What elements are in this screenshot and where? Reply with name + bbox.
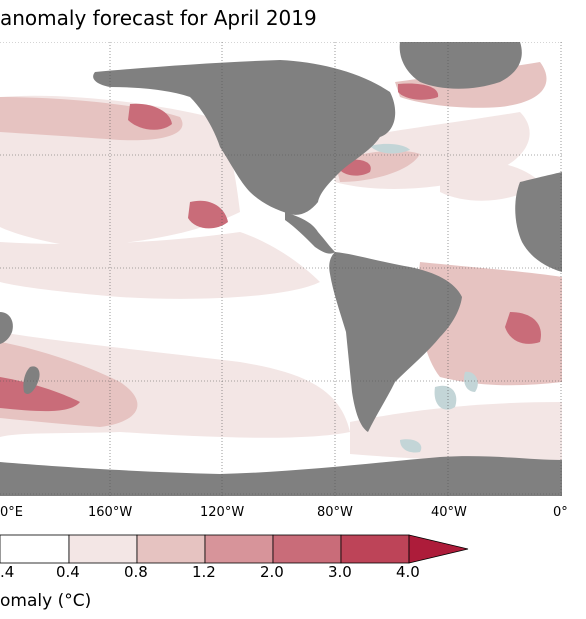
negative-patch-south bbox=[400, 439, 422, 453]
land-greenland bbox=[399, 42, 522, 89]
colorbar-tick-label: 3.0 bbox=[328, 563, 352, 581]
colorbar-segment bbox=[0, 534, 70, 564]
negative-patch-atlantic bbox=[434, 385, 457, 410]
land-africa bbox=[515, 172, 562, 272]
land-masses bbox=[0, 42, 562, 496]
x-tick-label: 120°W bbox=[200, 505, 245, 520]
land-central-america bbox=[285, 212, 335, 254]
anomaly-labrador-core bbox=[398, 83, 439, 100]
anomaly-central-pacific bbox=[0, 232, 320, 299]
negative-anomaly-patches bbox=[370, 143, 478, 453]
x-tick-label: 40°W bbox=[431, 505, 467, 520]
map-canvas bbox=[0, 42, 562, 496]
land-new-zealand bbox=[23, 366, 40, 394]
colorbar-tick-label: 4.0 bbox=[396, 563, 420, 581]
colorbar-segment bbox=[340, 534, 410, 564]
anomaly-south-atlantic-core bbox=[505, 312, 541, 344]
land-north-america bbox=[93, 60, 396, 215]
anomaly-alaska-core bbox=[128, 103, 172, 130]
anomaly-tasman-core bbox=[0, 377, 80, 412]
colorbar-label: omaly (°C) bbox=[0, 591, 92, 611]
negative-patch-southeast bbox=[464, 371, 478, 392]
colorbar-segment bbox=[68, 534, 138, 564]
colorbar-tick-label: .4 bbox=[0, 563, 15, 581]
land-south-america bbox=[329, 252, 462, 432]
graticule bbox=[0, 42, 562, 496]
anomaly-tropical-atlantic bbox=[440, 160, 540, 201]
negative-patch-labrador-sea bbox=[370, 143, 410, 154]
x-tick-label: 160°W bbox=[88, 505, 133, 520]
x-tick-label: 0°E bbox=[0, 505, 23, 520]
colorbar-tick-label: 1.2 bbox=[192, 563, 216, 581]
colorbar-tick-label: 0.8 bbox=[124, 563, 148, 581]
colorbar-tick-label: 2.0 bbox=[260, 563, 284, 581]
colorbar-extend-arrow bbox=[408, 534, 469, 564]
colorbar-segment bbox=[272, 534, 342, 564]
colorbar-tick-label: 0.4 bbox=[56, 563, 80, 581]
x-tick-label: 80°W bbox=[317, 505, 353, 520]
x-tick-label: 0° bbox=[553, 505, 568, 520]
colorbar-segment bbox=[136, 534, 206, 564]
land-australia bbox=[0, 312, 13, 344]
colorbar bbox=[0, 533, 586, 567]
sst-anomaly-map bbox=[0, 42, 562, 496]
land-antarctica bbox=[0, 456, 562, 496]
colorbar-segment bbox=[204, 534, 274, 564]
map-title: anomaly forecast for April 2019 bbox=[0, 6, 317, 30]
anomaly-east-pacific bbox=[188, 200, 228, 229]
colorbar-graphic bbox=[0, 534, 469, 564]
